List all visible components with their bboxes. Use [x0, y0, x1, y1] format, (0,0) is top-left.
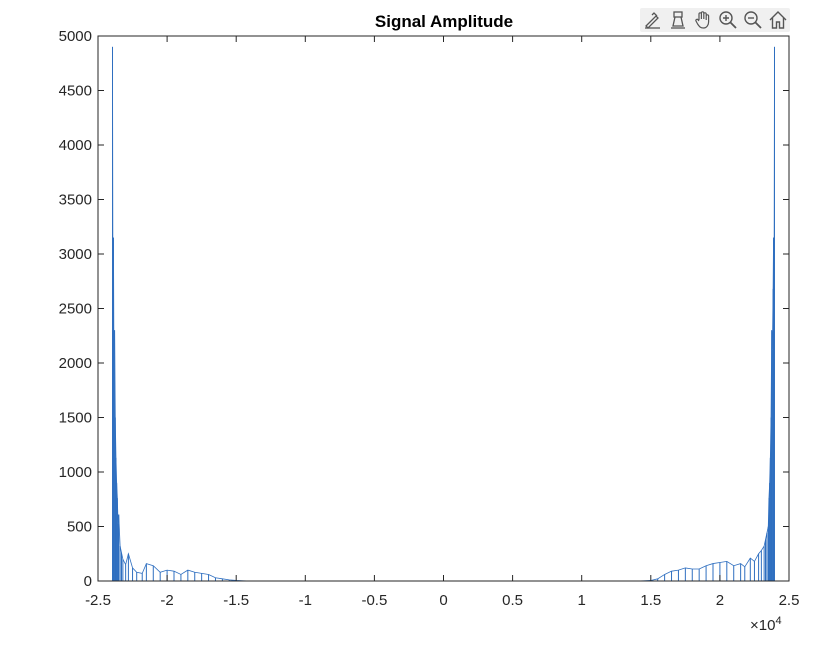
x-tick-label: 0.5: [502, 592, 523, 609]
x-tick-label: 0: [439, 592, 447, 609]
y-tick-label: 2500: [59, 301, 92, 318]
y-tick-label: 1000: [59, 464, 92, 481]
x-tick-label: -1: [299, 592, 312, 609]
y-tick-label: 500: [67, 519, 92, 536]
axes-background[interactable]: [98, 36, 789, 581]
x-tick-label: 1.5: [640, 592, 661, 609]
pan-hand-icon[interactable]: [690, 8, 715, 32]
chart-title: Signal Amplitude: [375, 12, 513, 31]
y-tick-label: 4500: [59, 83, 92, 100]
y-tick-label: 3500: [59, 192, 92, 209]
y-axis: 0 500 1000 1500 2000 2500 3000 3500 4000 4500 5000: [59, 28, 789, 590]
brush-edit-icon[interactable]: [640, 8, 665, 32]
x-axis: -2.5 -2 -1.5 -1 -0.5 0 0.5 1 1.5 2 2.5: [85, 36, 799, 609]
zoom-in-icon[interactable]: [715, 8, 740, 32]
x-tick-label: -2: [160, 592, 173, 609]
y-tick-label: 1500: [59, 410, 92, 427]
x-tick-label: 1: [578, 592, 586, 609]
x-tick-label: 2: [716, 592, 724, 609]
data-tips-icon[interactable]: [665, 8, 690, 32]
series-layer: [112, 46, 775, 582]
x-tick-label: -2.5: [85, 592, 111, 609]
x-tick-label: -0.5: [361, 592, 387, 609]
y-tick-label: 5000: [59, 28, 92, 45]
y-tick-label: 0: [84, 573, 92, 590]
x-tick-label: -1.5: [223, 592, 249, 609]
zoom-out-icon[interactable]: [740, 8, 765, 32]
x-exponent-label: ×104: [750, 615, 782, 634]
x-tick-label: 2.5: [779, 592, 800, 609]
axes-toolbar: [640, 8, 790, 32]
home-restore-icon[interactable]: [765, 8, 790, 32]
y-tick-label: 3000: [59, 246, 92, 263]
y-tick-label: 2000: [59, 355, 92, 372]
y-tick-label: 4000: [59, 137, 92, 154]
